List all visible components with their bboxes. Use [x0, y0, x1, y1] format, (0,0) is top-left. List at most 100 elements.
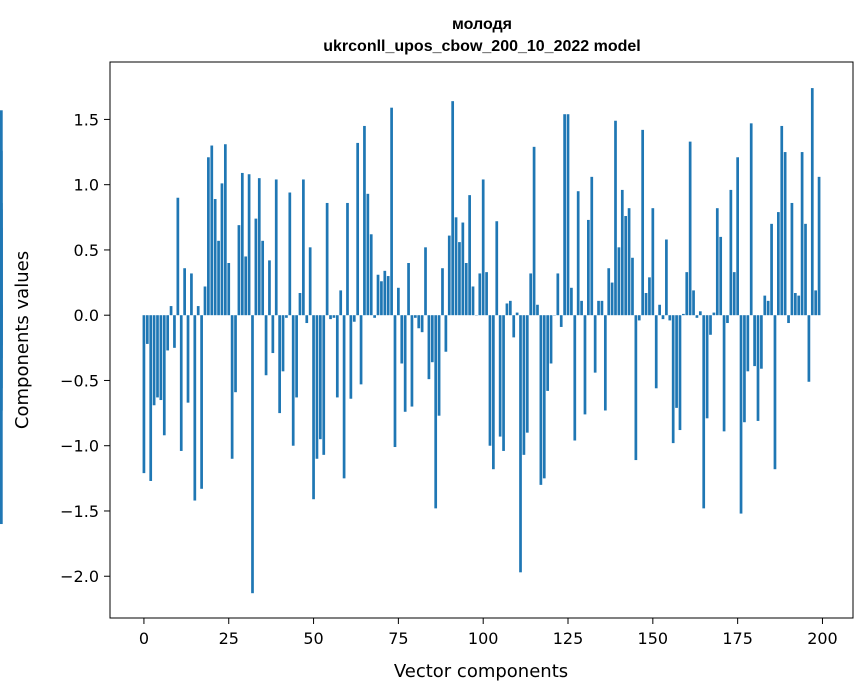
bar-95 — [464, 263, 468, 316]
y-tick-label: −1.0 — [60, 437, 99, 456]
bar-38 — [271, 315, 275, 354]
bar-152 — [658, 304, 661, 316]
bar-28 — [237, 225, 241, 316]
bar-67 — [369, 234, 373, 316]
bar-36 — [264, 315, 268, 376]
bar-160 — [685, 272, 689, 316]
bar-51 — [315, 315, 319, 459]
bar-182 — [760, 315, 763, 369]
bar-34 — [257, 178, 261, 316]
bar-183 — [763, 295, 767, 316]
bar-180 — [753, 315, 756, 367]
bar-106 — [502, 315, 505, 451]
bar-195 — [804, 223, 807, 316]
x-tick-label: 0 — [139, 629, 149, 648]
bar-140 — [617, 247, 621, 316]
bar-32 — [251, 315, 254, 594]
bar-85 — [430, 315, 434, 363]
bar-189 — [783, 152, 787, 316]
x-axis-label: Vector components — [394, 661, 568, 682]
bar-94 — [461, 222, 465, 316]
chart-title: молодя — [452, 16, 512, 33]
x-tick-label: 25 — [219, 629, 239, 648]
bar-125 — [566, 114, 570, 316]
bar-168 — [712, 312, 716, 316]
bar-58 — [339, 290, 343, 316]
bar-undefined — [0, 315, 3, 525]
bar-144 — [631, 257, 634, 316]
bar-162 — [692, 290, 695, 316]
bar-54 — [325, 202, 329, 316]
bar-82 — [420, 315, 424, 333]
bar-150 — [651, 208, 655, 316]
bar-197 — [810, 88, 814, 316]
bar-57 — [335, 315, 339, 398]
bar-93 — [458, 242, 461, 316]
bar-20 — [210, 145, 214, 316]
bar-148 — [644, 293, 648, 316]
bar-114 — [529, 273, 533, 316]
bar-146 — [637, 315, 641, 321]
bar-73 — [390, 107, 393, 316]
bar-138 — [610, 282, 614, 316]
bar-49 — [308, 247, 312, 316]
bar-147 — [641, 129, 645, 316]
bar-126 — [570, 287, 573, 316]
bar-171 — [722, 315, 726, 432]
bar-193 — [797, 295, 801, 316]
bar-128 — [576, 191, 580, 316]
bar-139 — [614, 120, 617, 316]
bar-41 — [281, 315, 285, 372]
bar-115 — [532, 146, 536, 316]
y-axis-label: Components values — [12, 251, 33, 429]
bar-188 — [780, 125, 784, 316]
y-tick-label: 0.0 — [74, 306, 99, 325]
bars-group — [0, 88, 821, 594]
bar-134 — [597, 300, 600, 316]
bar-108 — [508, 300, 512, 316]
bar-50 — [312, 315, 315, 500]
bar-27 — [234, 315, 237, 393]
x-tick-label: 125 — [553, 629, 584, 648]
bar-109 — [512, 315, 516, 338]
bar-172 — [726, 315, 729, 324]
y-tick-label: 1.5 — [74, 110, 99, 129]
bar-39 — [274, 179, 278, 316]
bar-48 — [305, 315, 309, 324]
bar-116 — [536, 304, 539, 316]
bar-56 — [332, 315, 336, 318]
bar-14 — [190, 273, 193, 316]
bar-25 — [227, 263, 231, 316]
bar-89 — [444, 315, 448, 352]
bar-110 — [515, 312, 519, 316]
bar-52 — [318, 315, 322, 440]
bar-181 — [756, 315, 760, 421]
bar-55 — [329, 315, 332, 320]
bar-69 — [376, 274, 380, 316]
bar-163 — [695, 315, 699, 318]
bar-83 — [424, 247, 427, 316]
bar-122 — [556, 273, 560, 316]
bar-154 — [665, 239, 668, 316]
bar-undefined — [0, 209, 3, 316]
bar-167 — [709, 315, 712, 335]
bar-30 — [244, 256, 248, 316]
y-tick-label: 1.0 — [74, 176, 99, 195]
bar-61 — [349, 315, 353, 399]
bar-111 — [519, 315, 522, 573]
bar-177 — [743, 315, 746, 423]
bar-117 — [539, 315, 543, 485]
bar-90 — [447, 235, 451, 316]
bar-174 — [732, 272, 736, 316]
bar-75 — [397, 287, 400, 316]
bar-64 — [359, 315, 363, 385]
bar-21 — [213, 199, 217, 316]
bar-65 — [363, 125, 366, 316]
bar-47 — [302, 179, 305, 316]
bar-59 — [342, 315, 346, 479]
bar-33 — [254, 218, 258, 316]
bar-198 — [814, 290, 818, 316]
bar-190 — [787, 315, 790, 324]
bar-74 — [393, 315, 397, 448]
bar-60 — [346, 202, 349, 316]
